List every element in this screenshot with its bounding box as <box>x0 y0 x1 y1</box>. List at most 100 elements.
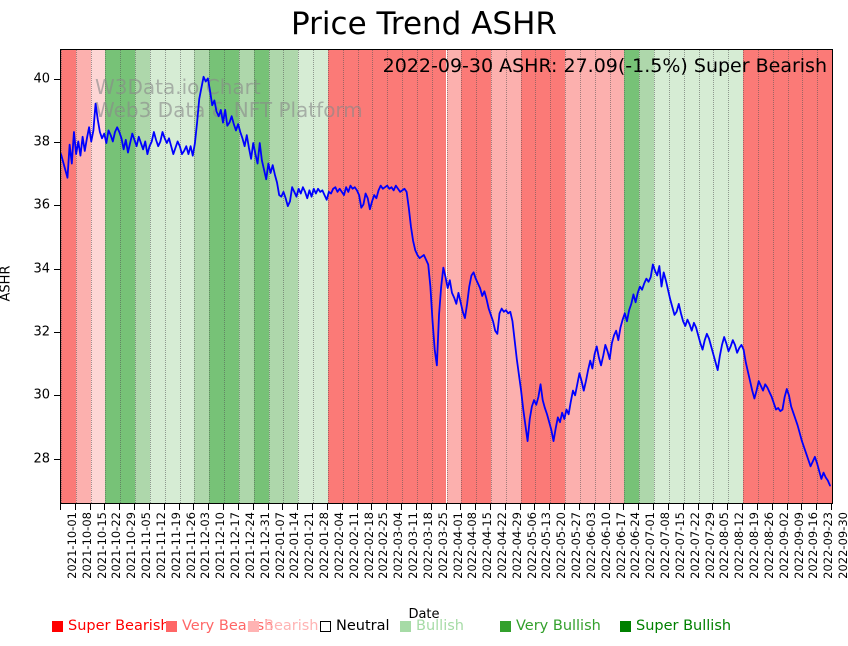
gridline <box>298 50 300 503</box>
x-axis-tick-label: 2022-03-04 <box>391 512 406 579</box>
sentiment-band <box>624 50 640 503</box>
x-axis-tick-mark <box>282 504 283 510</box>
gridline <box>639 50 641 503</box>
x-axis-tick-mark <box>179 504 180 510</box>
gridline <box>476 50 478 503</box>
x-axis-tick-label: 2022-03-18 <box>420 512 435 579</box>
x-axis-tick-mark <box>75 504 76 510</box>
gridline <box>209 50 211 503</box>
x-axis-tick-mark <box>742 504 743 510</box>
gridline <box>239 50 241 503</box>
gridline <box>417 50 419 503</box>
x-axis-tick-label: 2022-03-11 <box>406 512 421 579</box>
x-axis-tick-label: 2021-12-17 <box>228 512 243 579</box>
legend-item-label: Bearish <box>264 618 319 634</box>
x-axis-tick-mark <box>490 504 491 510</box>
x-axis-tick-label: 2022-04-08 <box>465 512 480 579</box>
x-axis-tick-mark <box>698 504 699 510</box>
legend-swatch-icon <box>500 620 511 632</box>
x-axis-tick-label: 2022-01-21 <box>302 512 317 579</box>
x-axis-tick-label: 2021-10-08 <box>79 512 94 579</box>
legend-item[interactable]: Super Bearish <box>52 618 170 634</box>
x-axis-tick-label: 2022-09-16 <box>806 512 821 579</box>
gridline <box>802 50 804 503</box>
x-axis-tick-label: 2022-06-17 <box>613 512 628 579</box>
x-axis-tick-label: 2022-05-20 <box>554 512 569 579</box>
x-axis-tick-label: 2021-11-26 <box>183 512 198 579</box>
x-axis-tick-mark <box>831 504 832 510</box>
x-axis-tick-mark <box>638 504 639 510</box>
x-axis-tick-mark <box>534 504 535 510</box>
x-axis-tick-label: 2022-01-07 <box>272 512 287 579</box>
legend-item[interactable]: Very Bullish <box>500 618 601 634</box>
gridline <box>105 50 107 503</box>
x-axis-tick-label: 2022-04-01 <box>450 512 465 579</box>
x-axis-tick-label: 2022-06-03 <box>583 512 598 579</box>
x-axis-tick-mark <box>357 504 358 510</box>
page-title: Price Trend ASHR <box>291 6 557 42</box>
gridline <box>358 50 360 503</box>
x-axis-tick-label: 2021-10-22 <box>109 512 124 579</box>
plot-area[interactable]: W3Data.io Chart Web3 Data & NFT Platform… <box>60 49 833 504</box>
x-axis-tick-mark <box>564 504 565 510</box>
gridline <box>402 50 404 503</box>
gridline <box>699 50 701 503</box>
legend-swatch-icon <box>400 620 411 632</box>
x-axis-tick-mark <box>757 504 758 510</box>
x-axis-tick-label: 2022-08-19 <box>747 512 762 579</box>
x-axis-tick-label: 2022-07-29 <box>702 512 717 579</box>
y-axis-tick-label: 30 <box>33 387 50 403</box>
x-axis-tick-mark <box>549 504 550 510</box>
x-axis-tick-mark <box>787 504 788 510</box>
x-axis-tick-mark <box>446 504 447 510</box>
x-axis-tick-mark <box>104 504 105 510</box>
gridline <box>491 50 493 503</box>
legend-item[interactable]: Super Bullish <box>620 618 731 634</box>
gridline <box>432 50 434 503</box>
gridline <box>728 50 730 503</box>
x-axis-tick-mark <box>609 504 610 510</box>
x-axis-tick-label: 2021-10-15 <box>94 512 109 579</box>
sentiment-band <box>446 50 462 503</box>
x-axis-tick-label: 2022-08-12 <box>732 512 747 579</box>
gridline <box>447 50 449 503</box>
sentiment-band <box>565 50 625 503</box>
x-axis-tick-label: 2022-03-25 <box>435 512 450 579</box>
legend-item[interactable]: Bearish <box>248 618 319 634</box>
x-axis-tick-label: 2021-12-31 <box>257 512 272 579</box>
x-axis-tick-mark <box>816 504 817 510</box>
x-axis-tick-label: 2022-08-05 <box>717 512 732 579</box>
x-axis-tick-mark <box>683 504 684 510</box>
gridline <box>135 50 137 503</box>
x-axis-tick-mark <box>727 504 728 510</box>
x-axis-tick-label: 2021-12-03 <box>198 512 213 579</box>
gridline <box>61 50 63 503</box>
gridline <box>669 50 671 503</box>
y-axis-label: ASHR <box>0 265 14 302</box>
gridline <box>595 50 597 503</box>
x-axis-tick-label: 2022-08-26 <box>761 512 776 579</box>
x-axis-tick-label: 2022-09-02 <box>776 512 791 579</box>
y-axis-tick-label: 38 <box>33 134 50 150</box>
gridline <box>461 50 463 503</box>
x-axis-tick-mark <box>193 504 194 510</box>
gridline <box>387 50 389 503</box>
y-axis-tick-label: 34 <box>33 261 50 277</box>
x-axis-tick-mark <box>431 504 432 510</box>
y-axis-tick-label: 28 <box>33 451 50 467</box>
legend: Super Bearish Very Bearish Bearish Neutral B… <box>0 618 848 640</box>
vertical-gridlines-layer <box>61 50 832 503</box>
x-axis-tick-mark <box>149 504 150 510</box>
y-axis-tick-label: 40 <box>33 71 50 86</box>
legend-item[interactable]: Bullish <box>400 618 464 634</box>
gridline <box>624 50 626 503</box>
legend-swatch-icon <box>166 620 177 632</box>
x-axis-tick-mark <box>238 504 239 510</box>
x-axis-tick-label: 2022-09-30 <box>836 512 848 579</box>
x-axis-tick-label: 2022-02-25 <box>376 512 391 579</box>
x-axis-tick-mark <box>297 504 298 510</box>
legend-item[interactable]: Neutral <box>320 618 390 634</box>
x-axis-tick-mark <box>253 504 254 510</box>
x-axis-tick-mark <box>712 504 713 510</box>
